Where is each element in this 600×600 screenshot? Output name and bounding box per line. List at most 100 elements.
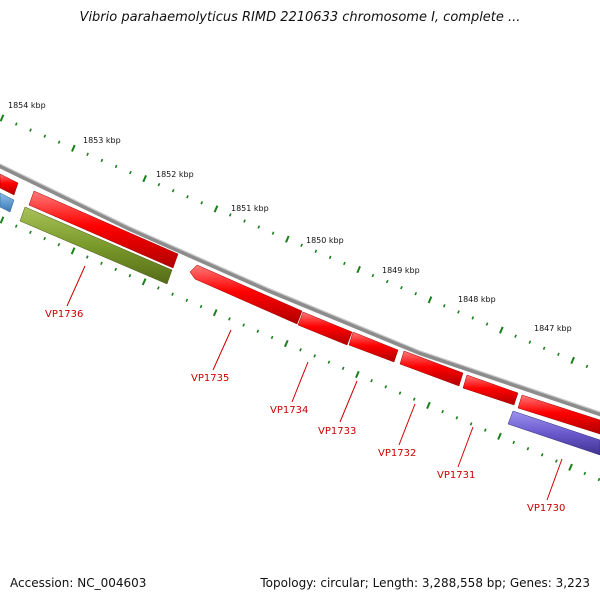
ruler-tick bbox=[471, 316, 475, 320]
gene-label-vp1733[interactable]: VP1733 bbox=[318, 426, 356, 437]
ruler-tick bbox=[356, 265, 361, 274]
ruler-label: 1853 kbp bbox=[83, 136, 121, 145]
ruler-tick bbox=[257, 225, 261, 229]
inner-ruler-tick bbox=[455, 416, 459, 420]
ruler-tick bbox=[114, 164, 118, 169]
gene-label-vp1732[interactable]: VP1732 bbox=[378, 448, 416, 459]
ruler-tick bbox=[570, 356, 575, 364]
connector-vp1732 bbox=[398, 403, 416, 446]
inner-ruler-tick bbox=[128, 273, 132, 278]
gene-label-vp1736[interactable]: VP1736 bbox=[45, 309, 83, 320]
ruler-tick bbox=[400, 285, 403, 290]
inner-ruler-tick bbox=[526, 446, 530, 451]
plus-strand-genes bbox=[0, 173, 600, 435]
inner-ruler-tick bbox=[242, 323, 245, 327]
ruler-tick bbox=[427, 296, 433, 304]
ruler-tick bbox=[100, 158, 104, 163]
ruler-tick bbox=[371, 273, 375, 278]
gene-unlabeled[interactable] bbox=[28, 190, 179, 269]
inner-ruler-tick bbox=[141, 278, 147, 286]
ruler-tick bbox=[271, 231, 275, 235]
inner-ruler-tick bbox=[70, 247, 76, 255]
gene-vp1731[interactable] bbox=[462, 374, 519, 406]
ruler-tick bbox=[514, 334, 517, 338]
gene-vp1735[interactable] bbox=[189, 264, 303, 325]
inner-ruler-tick bbox=[384, 385, 388, 389]
inner-ruler-tick bbox=[568, 463, 573, 471]
gene-partial-blue[interactable] bbox=[0, 192, 15, 213]
ruler-ticks bbox=[0, 114, 589, 369]
inner-ruler-tick bbox=[355, 370, 360, 379]
gene-label-vp1734[interactable]: VP1734 bbox=[270, 405, 308, 416]
inner-ruler-tick bbox=[185, 298, 189, 303]
gene-label-vp1735[interactable]: VP1735 bbox=[191, 373, 229, 384]
ruler-label: 1848 kbp bbox=[458, 295, 496, 304]
inner-ruler-tick bbox=[270, 335, 274, 340]
connector-vp1733 bbox=[339, 380, 358, 423]
ruler-tick bbox=[86, 152, 89, 157]
ruler-tick bbox=[228, 213, 232, 217]
inner-ruler-tick bbox=[57, 243, 61, 247]
ruler-tick bbox=[142, 174, 147, 183]
inner-ruler-tick bbox=[43, 236, 46, 241]
inner-ruler-tick bbox=[341, 366, 345, 371]
ruler-tick bbox=[243, 219, 246, 223]
connector-vp1734 bbox=[291, 361, 309, 403]
inner-ruler-tick bbox=[469, 422, 473, 426]
minus-strand-genes bbox=[0, 192, 600, 456]
ruler-tick bbox=[542, 346, 546, 350]
ruler-tick bbox=[385, 279, 389, 284]
inner-ruler-tick bbox=[441, 409, 444, 414]
ruler-label: 1850 kbp bbox=[306, 236, 344, 245]
ruler-tick bbox=[157, 182, 161, 187]
gene-vp1736[interactable] bbox=[19, 206, 173, 285]
inner-ruler-tick bbox=[212, 309, 218, 317]
inner-ruler-tick bbox=[555, 459, 558, 463]
inner-ruler-tick bbox=[327, 360, 331, 364]
gene-partial-left[interactable] bbox=[0, 173, 19, 196]
inner-ruler-tick bbox=[14, 224, 18, 228]
gene-vp1732[interactable] bbox=[399, 350, 464, 387]
inner-ruler-tick bbox=[85, 255, 89, 259]
ruler-tick bbox=[213, 205, 219, 213]
gene-vp1733[interactable] bbox=[348, 331, 399, 363]
inner-ruler-tick bbox=[497, 432, 502, 440]
inner-ruler-tick bbox=[597, 477, 600, 482]
ruler-tick bbox=[457, 310, 460, 314]
inner-ruler-tick bbox=[100, 261, 103, 265]
inner-ruler-tick bbox=[583, 471, 587, 476]
ruler-tick bbox=[557, 352, 560, 357]
inner-ruler-tick bbox=[283, 339, 289, 348]
inner-ruler-tick bbox=[398, 391, 402, 395]
inner-ruler-tick bbox=[540, 453, 544, 457]
ruler-tick bbox=[129, 170, 132, 175]
map-title: Vibrio parahaemolyticus RIMD 2210633 chr… bbox=[79, 10, 521, 25]
connector-vp1736 bbox=[66, 265, 86, 307]
ruler-tick bbox=[485, 322, 489, 326]
ruler-tick bbox=[29, 128, 32, 132]
inner-ruler-tick bbox=[29, 230, 32, 235]
ruler-tick bbox=[186, 195, 189, 199]
gene-label-vp1730[interactable]: VP1730 bbox=[527, 503, 565, 514]
inner-ruler-tick bbox=[228, 317, 231, 321]
inner-ruler-tick bbox=[114, 267, 118, 272]
inner-ruler-tick bbox=[157, 286, 160, 290]
ruler-label: 1851 kbp bbox=[231, 204, 269, 213]
inner-ruler-tick bbox=[412, 397, 416, 401]
ruler-tick bbox=[442, 304, 446, 308]
ruler-tick bbox=[14, 122, 18, 126]
gene-vp1730[interactable] bbox=[507, 410, 600, 456]
ruler-tick bbox=[414, 292, 418, 296]
gene-vp1734[interactable] bbox=[297, 311, 353, 346]
ruler-label: 1854 kbp bbox=[8, 101, 46, 110]
label-connectors bbox=[66, 265, 563, 501]
inner-ruler-tick bbox=[199, 304, 203, 309]
inner-ruler-tick bbox=[256, 329, 260, 333]
ruler-tick bbox=[528, 340, 532, 344]
connector-vp1731 bbox=[457, 426, 474, 468]
inner-ruler-tick bbox=[483, 428, 487, 432]
gene-label-vp1731[interactable]: VP1731 bbox=[437, 470, 475, 481]
inner-ruler-ticks bbox=[0, 216, 600, 482]
gene-partial-right[interactable] bbox=[517, 394, 600, 435]
